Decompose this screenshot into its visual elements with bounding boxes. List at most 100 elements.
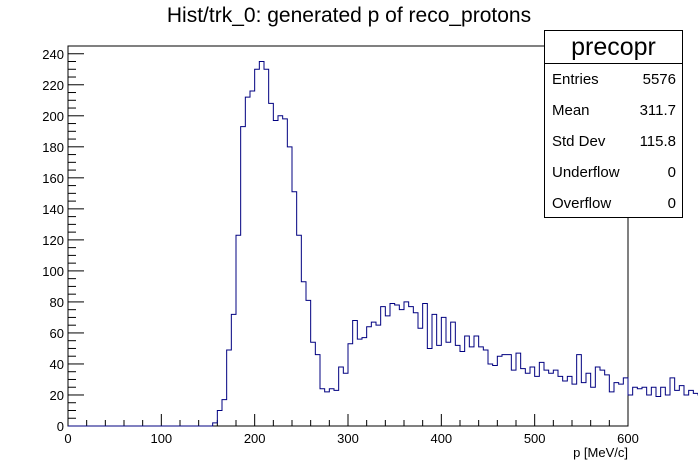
histogram-bin: [469, 347, 474, 426]
histogram-bin: [609, 392, 614, 426]
histogram-bin: [675, 390, 680, 426]
x-tick-label: 100: [150, 431, 172, 446]
histogram-bin: [516, 353, 521, 426]
histogram-bin: [399, 310, 404, 426]
y-tick-label: 140: [42, 202, 64, 217]
histogram-bin: [656, 397, 661, 426]
histogram-bin: [460, 352, 465, 426]
stats-label: Std Dev: [552, 133, 606, 150]
histogram-bin: [693, 393, 698, 426]
histogram-bin: [493, 366, 498, 426]
x-tick-label: 500: [524, 431, 546, 446]
histogram-bin: [334, 390, 339, 426]
y-tick-label: 160: [42, 171, 64, 186]
histogram-bin: [343, 373, 348, 426]
histogram-bin: [306, 300, 311, 426]
histogram-bin: [544, 370, 549, 426]
y-tick-label: 200: [42, 109, 64, 124]
histogram-bin: [553, 370, 558, 426]
histogram-bin: [595, 367, 600, 426]
histogram-bin: [301, 282, 306, 426]
histogram-bin: [371, 322, 376, 426]
histogram-bin: [385, 316, 390, 426]
histogram-bin: [390, 303, 395, 426]
histogram-bin: [530, 367, 535, 426]
histogram-bin: [465, 336, 470, 426]
histogram-bin: [614, 383, 619, 426]
histogram-bin: [577, 355, 582, 426]
histogram-bin: [250, 91, 255, 426]
y-tick-label: 60: [50, 326, 64, 341]
histogram-bin: [619, 384, 624, 426]
histogram-bin: [507, 355, 512, 426]
histogram-bin: [362, 338, 367, 426]
histogram-bin: [413, 313, 418, 426]
histogram-bin: [395, 305, 400, 426]
histogram-bin: [539, 362, 544, 426]
histogram-bin: [367, 327, 372, 426]
histogram-bin: [278, 116, 283, 426]
stats-value: 311.7: [639, 102, 676, 119]
x-tick-label: 0: [64, 431, 71, 446]
histogram-bin: [427, 348, 432, 426]
histogram-bin: [633, 387, 638, 426]
histogram-bin: [446, 342, 451, 426]
histogram-bin: [600, 370, 605, 426]
histogram-bin: [567, 376, 572, 426]
chart-title: Hist/trk_0: generated p of reco_protons: [166, 4, 532, 27]
histogram-bin: [502, 355, 507, 426]
histogram-bin: [497, 356, 502, 426]
y-tick-label: 180: [42, 140, 64, 155]
histogram-bin: [651, 387, 656, 426]
histogram-bin: [661, 387, 666, 426]
stats-label: Mean: [552, 102, 590, 119]
histogram-bin: [689, 390, 694, 426]
histogram-bin: [441, 317, 446, 426]
histogram-bin: [231, 314, 236, 426]
histogram-line: [68, 61, 698, 427]
histogram-bin: [287, 147, 292, 426]
stats-mean-row: Mean 311.7: [545, 95, 682, 126]
stats-underflow-row: Underflow 0: [545, 157, 682, 188]
histogram-bin: [241, 127, 246, 426]
histogram-bin: [217, 410, 222, 426]
histogram-bin: [222, 400, 227, 426]
stats-value: 5576: [642, 71, 676, 88]
stats-label: Underflow: [552, 164, 620, 181]
histogram-bin: [679, 386, 684, 426]
histogram-bin: [297, 235, 302, 426]
histogram-bin: [292, 192, 297, 426]
y-tick-label: 0: [57, 419, 64, 434]
histogram-bin: [665, 395, 670, 426]
x-tick-label: 200: [244, 431, 266, 446]
y-axis: 0 20 40 60 80 100 120 140 160 180 200 220 240: [42, 45, 84, 434]
histogram-bin: [474, 336, 479, 426]
histogram-bin: [325, 392, 330, 426]
histogram-bin: [479, 347, 484, 426]
stats-label: Overflow: [552, 195, 612, 212]
histogram-bin: [586, 373, 591, 426]
histogram-bin: [451, 322, 456, 426]
histogram-bin: [329, 389, 334, 426]
histogram-bin: [483, 350, 488, 426]
histogram-bin: [628, 395, 633, 426]
stats-value: 0: [667, 164, 676, 181]
x-tick-label: 300: [337, 431, 359, 446]
histogram-bin: [381, 307, 386, 426]
stats-value: 115.8: [639, 133, 676, 150]
histogram-bin: [623, 378, 628, 426]
histogram-bin: [455, 345, 460, 426]
y-tick-label: 20: [50, 388, 64, 403]
histogram-bin: [245, 97, 250, 426]
histogram-bin: [423, 303, 428, 426]
stats-stddev-row: Std Dev 115.8: [545, 126, 682, 157]
histogram-bin: [320, 389, 325, 426]
histogram-bin: [637, 389, 642, 426]
histogram-bin: [488, 364, 493, 426]
y-tick-label: 240: [42, 47, 64, 62]
histogram-bin: [255, 69, 260, 426]
stats-value: 0: [667, 195, 676, 212]
y-tick-label: 80: [50, 295, 64, 310]
histogram-bin: [311, 342, 316, 426]
